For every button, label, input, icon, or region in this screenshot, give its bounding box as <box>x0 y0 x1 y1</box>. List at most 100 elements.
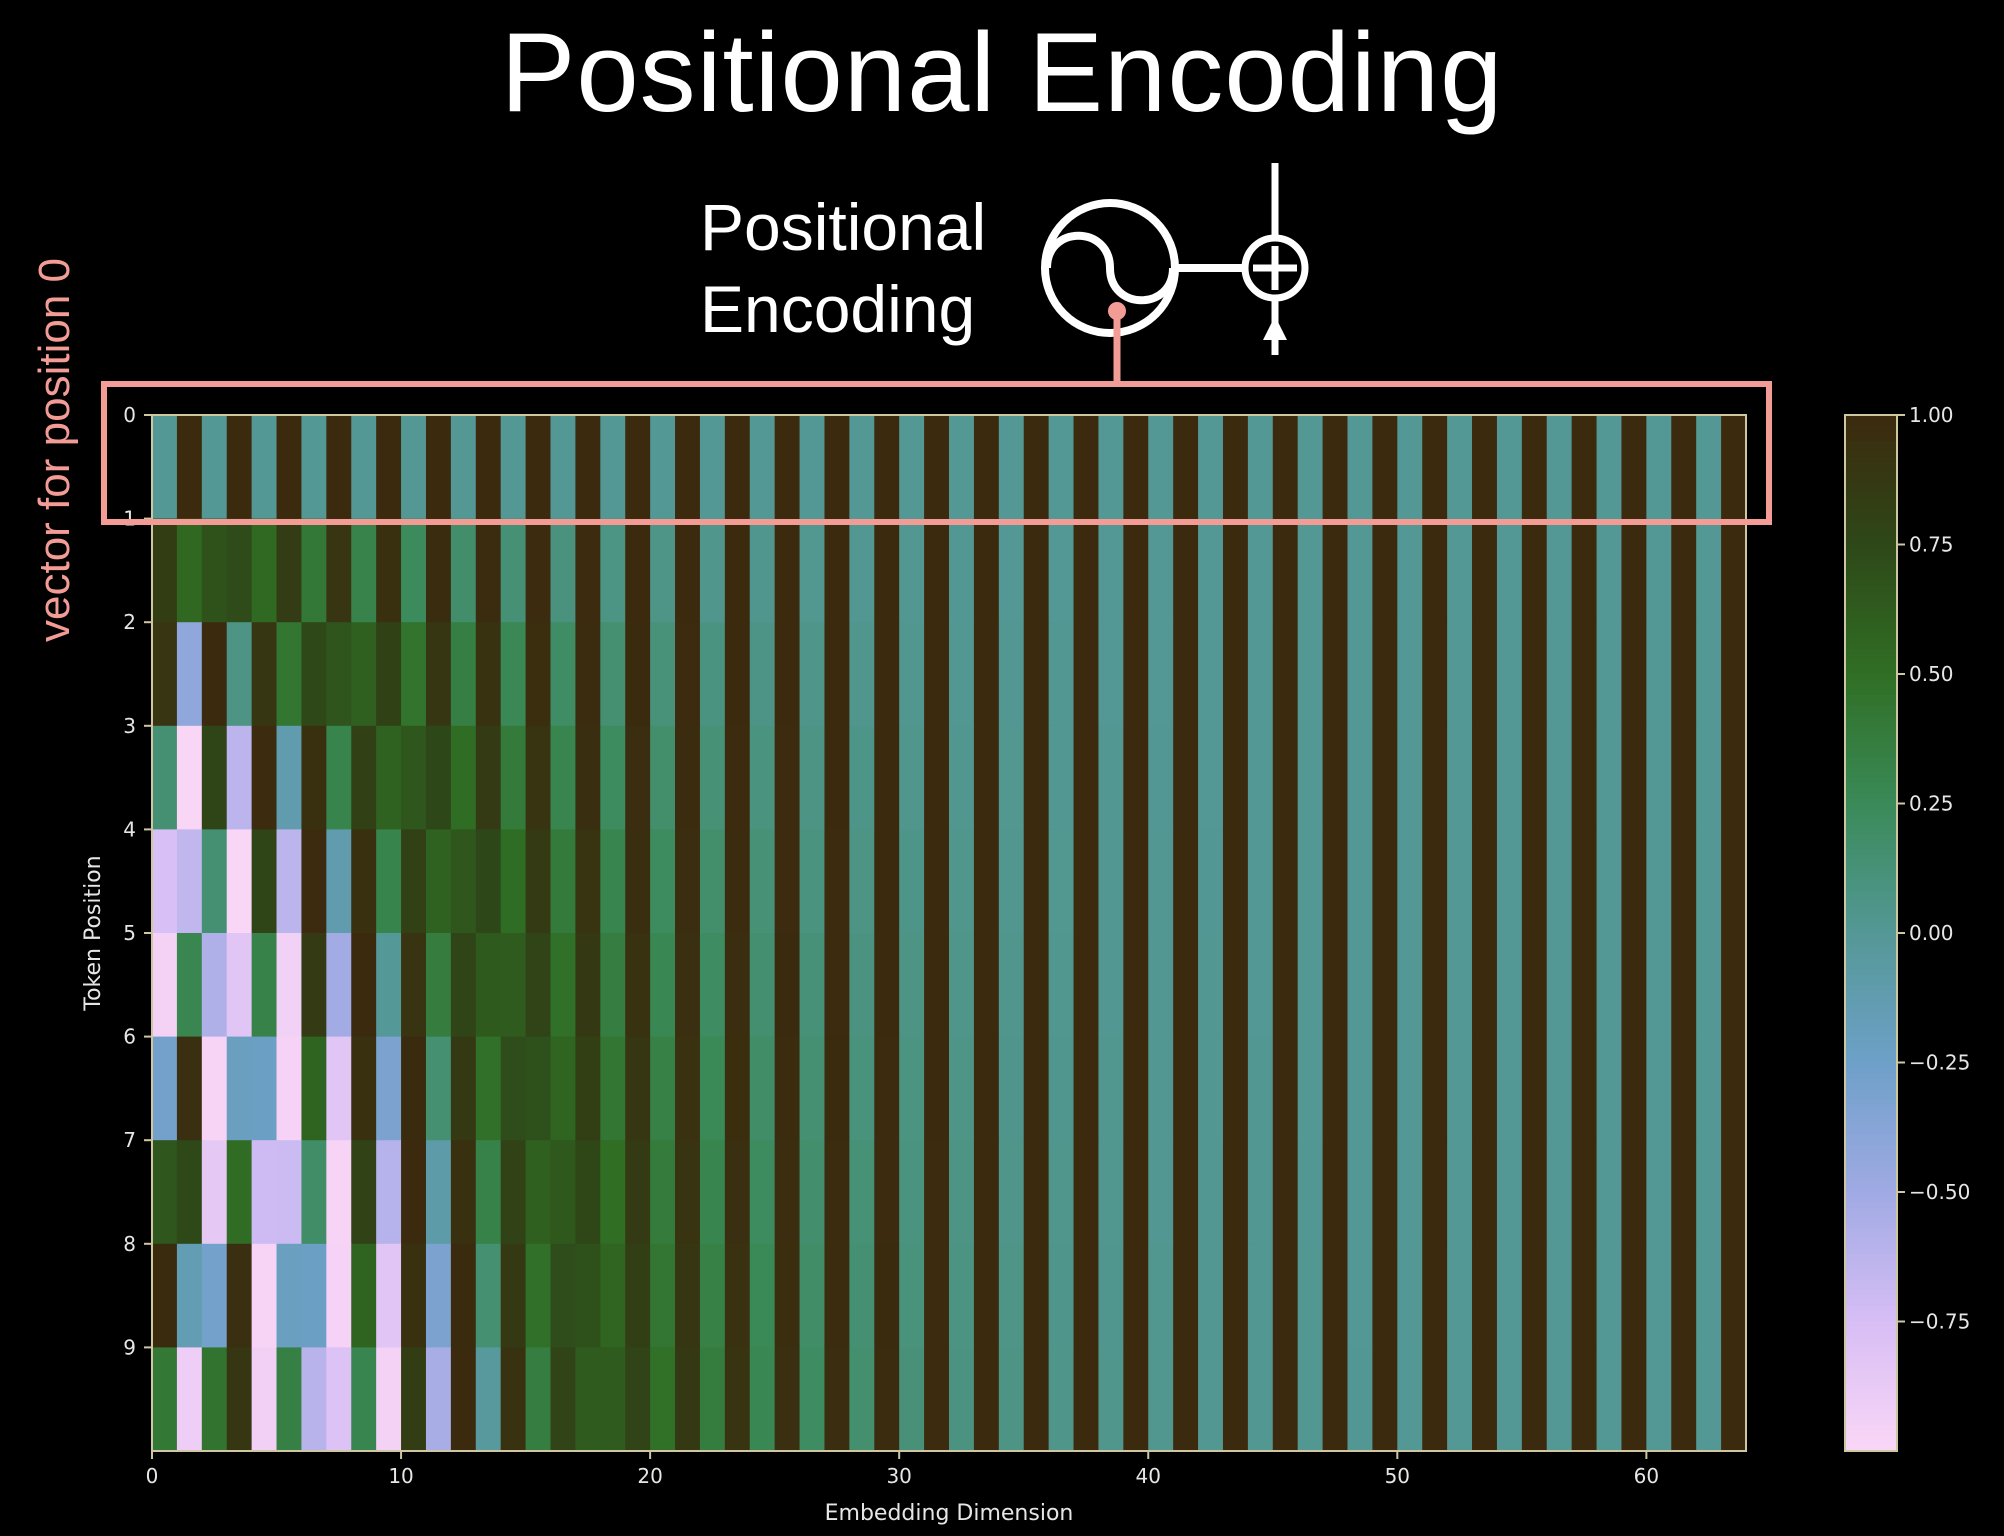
heatmap-cell <box>749 415 776 520</box>
heatmap-cell <box>1297 933 1324 1038</box>
heatmap-cell <box>1272 1243 1299 1348</box>
heatmap-cell <box>1621 1243 1647 1348</box>
heatmap-cell <box>1297 829 1324 934</box>
heatmap-cell <box>849 829 875 934</box>
heatmap-cell <box>1073 725 1100 830</box>
heatmap-cell <box>1422 725 1448 830</box>
heatmap-cell <box>1073 933 1100 1038</box>
heatmap-cell <box>824 933 850 1038</box>
heatmap-cell <box>849 1036 875 1141</box>
colorbar-segment <box>1845 642 1897 649</box>
colorbar-segment <box>1845 1316 1897 1323</box>
heatmap-cell <box>1447 415 1473 520</box>
heatmap-cell <box>924 415 950 520</box>
heatmap-cell <box>1347 1347 1374 1452</box>
heatmap-cell <box>1222 622 1249 727</box>
heatmap-cell <box>425 518 452 623</box>
heatmap-cell <box>425 622 452 727</box>
heatmap-cell <box>376 415 402 520</box>
heatmap-cell <box>749 1347 776 1452</box>
heatmap-cell <box>251 1243 278 1348</box>
colorbar-segment <box>1845 1036 1897 1043</box>
heatmap-cell <box>575 725 601 830</box>
heatmap-cell <box>899 518 925 623</box>
heatmap-cell <box>450 933 477 1038</box>
heatmap-cell <box>376 1140 402 1245</box>
heatmap-cell <box>575 518 601 623</box>
heatmap-cell <box>1521 725 1548 830</box>
heatmap-cell <box>1073 1140 1100 1245</box>
heatmap-cell <box>998 1347 1025 1452</box>
colorbar-segment <box>1845 596 1897 603</box>
colorbar-segment <box>1845 684 1897 691</box>
heatmap-cell <box>425 415 452 520</box>
heatmap-cell <box>1073 622 1100 727</box>
heatmap-cell <box>1173 725 1199 830</box>
heatmap-cell <box>1023 415 1050 520</box>
heatmap-cell <box>1247 1140 1274 1245</box>
heatmap-cell <box>724 1140 751 1245</box>
heatmap-cell <box>1721 1347 1747 1452</box>
colorbar-segment <box>1845 1176 1897 1183</box>
heatmap-cell <box>1546 725 1573 830</box>
heatmap-cell <box>699 518 726 623</box>
colorbar-segment <box>1845 1362 1897 1369</box>
heatmap-cell <box>1621 933 1647 1038</box>
heatmap-cell <box>326 725 352 830</box>
heatmap-cell <box>1646 1036 1672 1141</box>
colorbar-segment <box>1845 907 1897 913</box>
heatmap-cell <box>899 622 925 727</box>
heatmap-cell <box>152 415 178 520</box>
colorbar-segment <box>1845 1342 1897 1348</box>
heatmap-cell <box>226 725 253 830</box>
colorbar-segment <box>1845 1373 1897 1380</box>
colorbar-segment <box>1845 803 1897 810</box>
heatmap-cell <box>575 1243 601 1348</box>
heatmap-cell <box>500 1347 527 1452</box>
heatmap-cell <box>1073 1347 1100 1452</box>
heatmap-cell <box>1496 933 1523 1038</box>
colorbar-segment <box>1845 1057 1897 1064</box>
heatmap-cell <box>401 725 427 830</box>
heatmap-cell <box>1646 518 1672 623</box>
colorbar-segment <box>1845 782 1897 789</box>
heatmap-cell <box>1596 415 1623 520</box>
heatmap-cell <box>301 415 327 520</box>
heatmap-cell <box>450 622 477 727</box>
heatmap-cell <box>973 1140 1000 1245</box>
heatmap-cell <box>1322 415 1349 520</box>
heatmap-cell <box>749 829 776 934</box>
heatmap-cell <box>500 622 527 727</box>
heatmap-cell <box>675 829 701 934</box>
heatmap-cell <box>1372 415 1398 520</box>
heatmap-cell <box>899 1243 925 1348</box>
colorbar-segment <box>1845 927 1897 934</box>
heatmap-cell <box>1048 1140 1075 1245</box>
heatmap-cell <box>376 622 402 727</box>
heatmap-cell <box>949 415 975 520</box>
heatmap-cell <box>1472 1347 1498 1452</box>
heatmap-cell <box>874 933 900 1038</box>
heatmap-cell <box>1198 622 1224 727</box>
heatmap-cell <box>176 1140 203 1245</box>
heatmap-cell <box>276 1140 303 1245</box>
heatmap-cell <box>849 1140 875 1245</box>
heatmap-cell <box>699 933 726 1038</box>
heatmap-cell <box>1447 1347 1473 1452</box>
colorbar-segment <box>1845 1212 1897 1219</box>
heatmap-cell <box>1621 415 1647 520</box>
heatmap-cell <box>1148 1140 1174 1245</box>
heatmap-cell <box>998 933 1025 1038</box>
slide-title: Positional Encoding <box>500 10 1504 135</box>
heatmap-cell <box>849 518 875 623</box>
heatmap-cell <box>874 518 900 623</box>
heatmap-cell <box>774 1140 801 1245</box>
heatmap-cell <box>824 1347 850 1452</box>
arrow-up-icon <box>1263 316 1287 340</box>
heatmap-cell <box>724 933 751 1038</box>
colorbar-segment <box>1845 1357 1897 1364</box>
position-zero-highlight-box <box>101 381 1772 525</box>
heatmap-cell <box>251 518 278 623</box>
heatmap-cell <box>1098 622 1124 727</box>
colorbar-segment <box>1845 1150 1897 1157</box>
